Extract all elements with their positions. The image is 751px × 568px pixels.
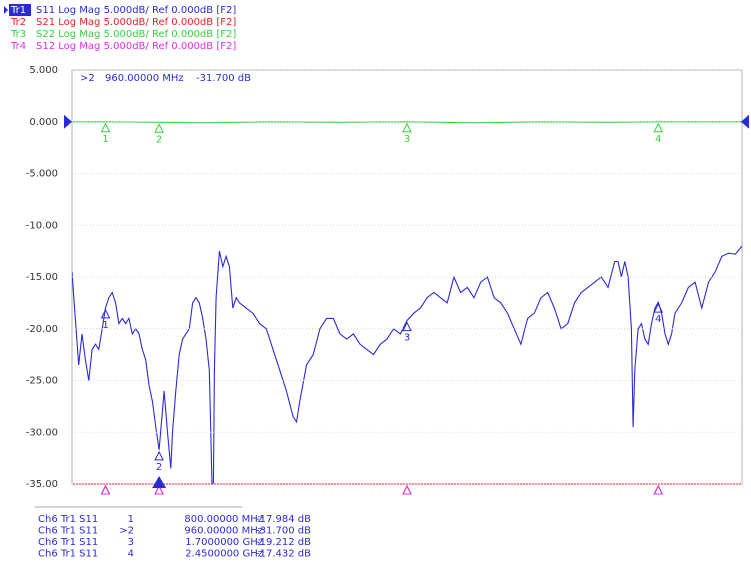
marker-label: 1: [102, 134, 108, 145]
marker-label: 2: [156, 462, 162, 473]
marker-label: 3: [404, 134, 410, 145]
trace-setup: S22 Log Mag 5.000dB/ Ref 0.000dB [F2]: [36, 29, 236, 40]
table-stimulus: 960.00000 MHz: [184, 526, 263, 537]
table-stimulus: 800.00000 MHz: [184, 514, 263, 525]
y-tick-label: -30.00: [26, 427, 58, 438]
marker-symbol: [402, 484, 412, 495]
y-tick-label: -20.00: [26, 324, 58, 335]
marker-symbol: [402, 122, 412, 133]
table-number: >2: [119, 526, 134, 537]
table-response: -19.212 dB: [256, 537, 311, 548]
marker-symbol: [100, 484, 111, 495]
trace-setup: S11 Log Mag 5.000dB/ Ref 0.000dB [F2]: [36, 5, 236, 16]
table-trace: Ch6 Tr1 S11: [38, 514, 98, 525]
trace-name: Tr2: [10, 17, 26, 28]
readout-box: [74, 71, 274, 85]
y-tick-label: 0.000: [29, 117, 58, 128]
marker-symbol: [100, 308, 111, 319]
marker-label: 1: [102, 320, 108, 331]
marker-symbol: [402, 484, 412, 495]
trace-setup: S12 Log Mag 5.000dB/ Ref 0.000dB [F2]: [36, 41, 236, 52]
trace-setup: S21 Log Mag 5.000dB/ Ref 0.000dB [F2]: [36, 17, 236, 28]
table-response: -31.700 dB: [256, 526, 311, 537]
y-tick-label: -15.00: [26, 272, 58, 283]
trace-name: Tr3: [10, 29, 26, 40]
active-trace-highlight: [9, 4, 31, 16]
y-tick-label: -25.00: [26, 376, 58, 387]
trace-name: Tr4: [10, 41, 26, 52]
y-tick-label: -5.000: [26, 169, 58, 180]
marker-symbol: [653, 122, 664, 133]
marker-symbol: [402, 321, 412, 332]
marker-symbol: [653, 484, 664, 495]
table-stimulus: 1.7000000 GHz: [185, 537, 263, 548]
table-stimulus: 2.4500000 GHz: [185, 549, 263, 560]
marker-symbol: [653, 484, 664, 495]
trace-line: [72, 245, 743, 485]
marker-symbol: [653, 303, 664, 313]
marker-symbol: [100, 484, 111, 495]
marker-symbol: [154, 123, 164, 133]
table-trace: Ch6 Tr1 S11: [38, 549, 98, 560]
marker-symbol: [100, 122, 111, 133]
table-number: 1: [128, 514, 134, 525]
y-tick-label: -35.00: [26, 479, 58, 490]
table-response: -17.432 dB: [256, 549, 311, 560]
table-number: 4: [128, 549, 134, 560]
active-trace-pointer: [4, 6, 8, 14]
marker-label: 4: [655, 134, 661, 145]
readout-number: >2: [80, 73, 95, 84]
y-tick-label: -10.00: [26, 220, 58, 231]
active-stimulus-pointer: [152, 476, 167, 488]
table-response: -17.984 dB: [256, 514, 311, 525]
marker-symbol: [154, 450, 164, 461]
table-trace: Ch6 Tr1 S11: [38, 526, 98, 537]
readout-response: -31.700 dB: [196, 73, 251, 84]
plot-area: [72, 121, 743, 485]
ref-pointer-left: [64, 114, 72, 129]
trace-name: Tr1: [10, 5, 26, 16]
table-number: 3: [128, 537, 134, 548]
marker-symbol: [154, 484, 164, 495]
table-trace: Ch6 Tr1 S11: [38, 537, 98, 548]
ref-pointer-right: [741, 114, 749, 129]
readout-stimulus: 960.00000 MHz: [105, 73, 184, 84]
y-tick-label: 5.000: [29, 65, 58, 76]
marker-label: 2: [156, 134, 162, 145]
marker-label: 3: [404, 333, 410, 344]
marker-label: 4: [655, 314, 661, 325]
